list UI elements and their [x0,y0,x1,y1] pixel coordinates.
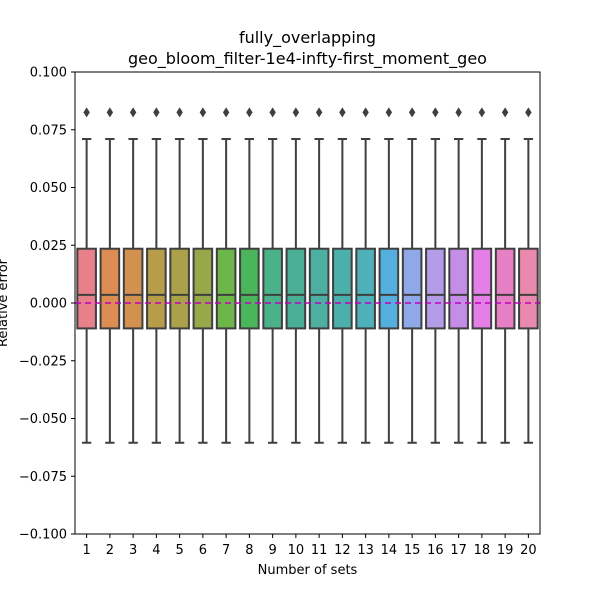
box-group-4 [146,107,167,444]
outlier-marker [246,107,253,118]
box-group-11 [308,107,330,444]
box-body [122,247,144,330]
box-group-19 [494,107,516,444]
box-group-9 [262,107,283,444]
outlier-marker [83,107,90,118]
y-tick-label: 0.025 [30,239,67,254]
outlier-marker [106,107,114,118]
outlier-marker [362,107,369,118]
box-body [494,247,516,330]
box-group-10 [285,107,307,444]
chart-title-line-1: fully_overlapping [239,28,376,48]
y-tick-label: −0.075 [19,470,67,485]
box-body [378,247,400,330]
box-body [215,247,237,330]
y-tick-label: −0.100 [19,528,67,543]
box-group-8 [239,107,260,444]
box-group-15 [401,107,423,444]
box-body [471,247,493,330]
box-body [401,247,423,330]
x-tick-label: 1 [82,543,90,558]
y-tick-label: 0.050 [30,181,67,196]
y-tick-label: 0.075 [30,123,67,138]
box-body [448,247,469,330]
box-body [146,247,167,330]
x-tick-label: 14 [381,543,398,558]
box-body [308,247,330,330]
x-tick-label: 18 [474,543,491,558]
x-tick-label: 19 [497,543,514,558]
box-group-16 [425,107,446,444]
x-axis-label: Number of sets [258,563,358,578]
outlier-marker [176,107,183,118]
box-group-6 [192,107,214,444]
y-tick-label: 0.000 [30,297,67,312]
outlier-marker [408,107,416,118]
outlier-marker [385,107,393,118]
box-group-20 [518,107,539,444]
box-body [239,247,260,330]
chart-title-line-2: geo_bloom_filter-1e4-infty-first_moment_… [128,49,487,69]
box-group-7 [215,107,237,444]
x-tick-label: 5 [175,543,183,558]
box-body [192,247,214,330]
x-tick-label: 4 [152,543,160,558]
outlier-marker [292,107,300,118]
x-tick-label: 6 [199,543,207,558]
box-body [99,247,121,330]
x-tick-label: 13 [357,543,374,558]
outlier-marker [315,107,323,118]
outlier-marker [432,107,439,118]
box-group-12 [332,107,353,444]
x-tick-label: 2 [106,543,114,558]
outlier-marker [525,107,532,118]
outlier-marker [455,107,462,118]
box-body [285,247,307,330]
box-body [518,247,539,330]
x-tick-label: 11 [311,543,328,558]
box-body [169,247,190,330]
y-tick-label: −0.050 [19,412,67,427]
y-axis-label: Relative error [0,258,11,347]
x-tick-label: 15 [404,543,421,558]
box-body [76,247,97,330]
box-group-3 [122,107,144,444]
boxes-layer [76,107,539,444]
outlier-marker [269,107,276,118]
x-tick-label: 9 [268,543,276,558]
outlier-marker [153,107,160,118]
y-tick-label: 0.100 [30,66,67,81]
outlier-marker [199,107,207,118]
y-axis: −0.100 −0.075 −0.050 −0.025 0.000 0.025 0.050 0… [19,66,75,543]
outlier-marker [129,107,137,118]
outlier-marker [339,107,346,118]
box-group-17 [448,107,469,444]
outlier-marker [501,107,509,118]
box-group-5 [169,107,190,444]
y-tick-label: −0.025 [19,354,67,369]
x-tick-label: 3 [129,543,137,558]
outlier-marker [222,107,230,118]
x-tick-label: 16 [427,543,444,558]
box-group-2 [99,107,121,444]
x-tick-label: 12 [334,543,351,558]
x-tick-label: 7 [222,543,230,558]
box-body [425,247,446,330]
x-tick-label: 8 [245,543,253,558]
box-group-18 [471,107,493,444]
box-group-1 [76,107,97,444]
x-tick-label: 17 [450,543,467,558]
box-group-14 [378,107,400,444]
box-group-13 [355,107,376,444]
box-body [262,247,283,330]
box-body [332,247,353,330]
x-tick-label: 20 [520,543,537,558]
outlier-marker [478,107,486,118]
box-body [355,247,376,330]
x-tick-label: 10 [288,543,305,558]
x-axis: 1 2 3 4 5 6 7 8 9 10 11 12 13 14 15 16 17 18 19 20 [82,534,537,558]
